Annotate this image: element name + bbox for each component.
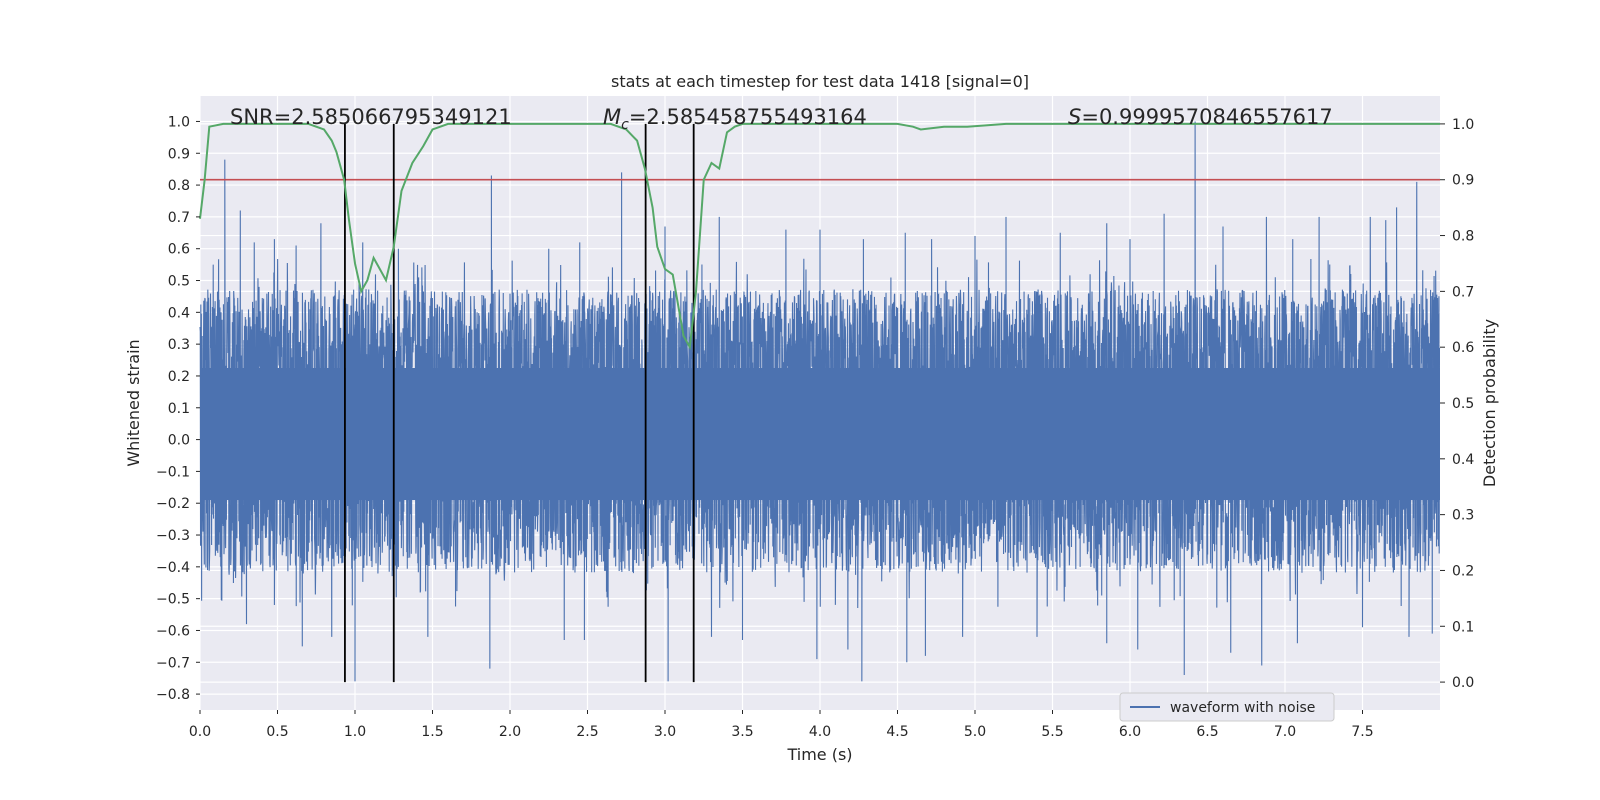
x-axis-label: Time (s) [786,745,852,764]
x-tick-label: 0.0 [189,724,211,740]
y-tick-label: −0.1 [156,464,190,480]
x-tick-label: 1.5 [421,724,443,740]
legend: waveform with noise [1119,692,1335,722]
y2-tick-label: 1.0 [1452,117,1474,133]
x-tick-label: 0.5 [266,724,288,740]
chart-title: stats at each timestep for test data 141… [611,72,1029,91]
mc-value: =2.585458755493164 [629,105,867,129]
y2-tick-label: 0.0 [1452,675,1474,691]
y-axis-label: Whitened strain [124,339,143,466]
y-tick-label: 0.2 [168,369,190,385]
vertical-markers [344,123,695,683]
probability-line [199,122,1440,351]
snr-annotation: SNR=2.585066795349121 [230,105,512,129]
y-tick-label: 0.0 [168,433,190,449]
x-tick-label: 6.0 [1119,724,1141,740]
y2-tick-label: 0.4 [1452,452,1474,468]
y-tick-label: 0.6 [168,242,190,258]
x-tick-label: 4.0 [809,724,831,740]
y-tick-label: −0.2 [156,496,190,512]
x-tick-label: 2.0 [499,724,521,740]
x-tick-label: 3.0 [654,724,676,740]
y2-tick-label: 0.6 [1452,340,1474,356]
x-axis-ticks: 0.0 0.5 1.0 1.5 2.0 2.5 3.0 3.5 4.0 4.5 5.0 5.5 6.0 6… [189,710,1374,740]
s-symbol: S [1068,105,1081,129]
y2-tick-label: 0.1 [1452,619,1474,635]
legend-label: waveform with noise [1170,700,1315,716]
x-tick-label: 5.5 [1041,724,1063,740]
y-tick-label: 0.7 [168,210,190,226]
y-tick-label: 0.4 [168,305,190,321]
s-value: =0.9999570846557617 [1081,105,1332,129]
y2-tick-label: 0.3 [1452,508,1474,524]
x-tick-label: 4.5 [886,724,908,740]
waveform-core [200,368,1440,501]
y-tick-label: 0.9 [168,146,190,162]
mc-symbol: M [603,105,621,129]
y2-axis-ticks: 0.0 0.1 0.2 0.3 0.4 0.5 0.6 0.7 0.8 0.9 1.0 [1440,117,1474,691]
y-tick-label: −0.4 [156,560,190,576]
waveform-series [199,121,1441,682]
legend-box [1119,692,1335,722]
x-tick-label: 2.5 [576,724,598,740]
y2-axis-label: Detection probability [1480,319,1499,487]
probability-series [199,122,1440,351]
y-tick-label: 0.3 [168,337,190,353]
y-tick-label: −0.6 [156,623,190,639]
y2-tick-label: 0.9 [1452,173,1474,189]
y-tick-label: 0.8 [168,178,190,194]
y2-tick-label: 0.8 [1452,229,1474,245]
mc-annotation: Mc=2.585458755493164 [603,105,867,133]
x-tick-label: 5.0 [964,724,986,740]
y2-tick-label: 0.2 [1452,563,1474,579]
y-tick-label: −0.7 [156,655,190,671]
y-tick-label: −0.8 [156,687,190,703]
y2-tick-label: 0.5 [1452,396,1474,412]
y2-tick-label: 0.7 [1452,284,1474,300]
y-tick-label: 0.5 [168,274,190,290]
x-tick-label: 1.0 [344,724,366,740]
x-tick-label: 3.5 [731,724,753,740]
y-tick-label: −0.3 [156,528,190,544]
s-annotation: S=0.9999570846557617 [1068,105,1333,129]
y-tick-label: 1.0 [168,114,190,130]
x-tick-label: 7.0 [1274,724,1296,740]
x-tick-label: 6.5 [1196,724,1218,740]
x-tick-label: 7.5 [1351,724,1373,740]
y-tick-label: −0.5 [156,592,190,608]
mc-subscript: c [621,117,629,133]
y-axis-ticks: −0.8 −0.7 −0.6 −0.5 −0.4 −0.3 −0.2 −0.1 0.0 0.1 0.… [156,114,200,703]
y-tick-label: 0.1 [168,401,190,417]
